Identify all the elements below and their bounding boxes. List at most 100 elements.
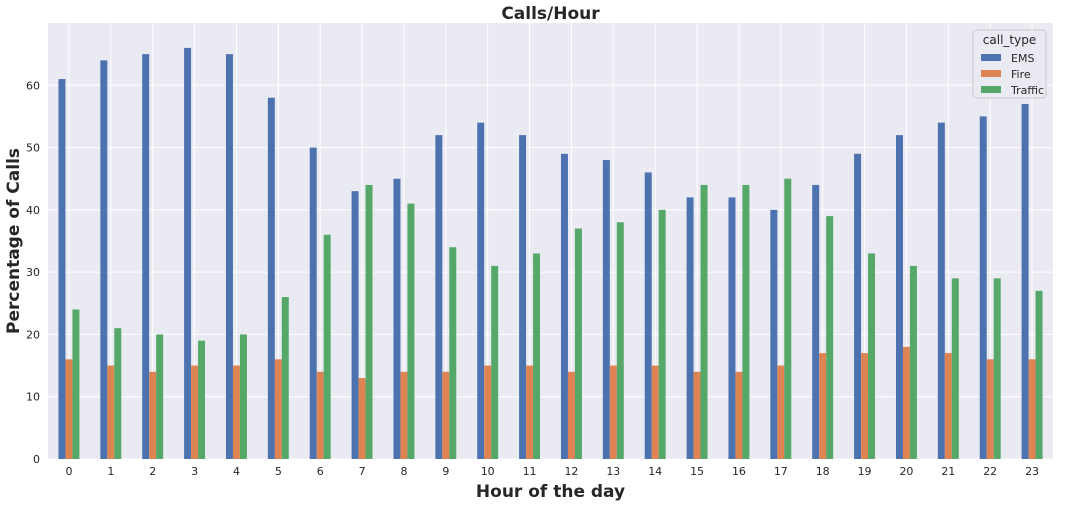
legend-swatch-fire	[981, 70, 1001, 77]
bar-ems-5	[267, 97, 275, 459]
bar-fire-0	[65, 359, 73, 459]
x-tick-label: 10	[481, 465, 495, 478]
y-tick-label: 20	[26, 328, 40, 341]
bar-traffic-1	[114, 328, 122, 459]
bar-traffic-9	[449, 247, 457, 459]
x-tick-label: 5	[275, 465, 282, 478]
bar-traffic-19	[868, 253, 876, 459]
bar-fire-4	[232, 365, 240, 459]
x-tick-label: 3	[191, 465, 198, 478]
bar-ems-0	[58, 79, 66, 460]
x-tick-label: 9	[442, 465, 449, 478]
x-tick-label: 6	[317, 465, 324, 478]
bar-traffic-5	[281, 297, 289, 459]
bar-traffic-3	[198, 340, 206, 459]
bar-ems-9	[435, 135, 443, 459]
bar-ems-16	[728, 197, 736, 459]
bar-fire-7	[358, 378, 366, 459]
bar-ems-7	[351, 191, 359, 459]
bar-fire-2	[149, 371, 157, 459]
x-tick-label: 19	[858, 465, 872, 478]
bar-ems-18	[812, 184, 820, 459]
x-tick-label: 12	[564, 465, 578, 478]
legend-title: call_type	[983, 33, 1036, 47]
bar-fire-12	[567, 371, 575, 459]
x-tick-label: 18	[816, 465, 830, 478]
bar-fire-11	[526, 365, 534, 459]
bar-fire-16	[735, 371, 743, 459]
bar-ems-14	[644, 172, 652, 459]
bar-fire-14	[651, 365, 659, 459]
bar-ems-15	[686, 197, 694, 459]
legend-label-fire: Fire	[1011, 68, 1031, 81]
x-tick-label: 22	[983, 465, 997, 478]
x-tick-label: 0	[65, 465, 72, 478]
bar-fire-18	[819, 353, 827, 459]
x-tick-label: 4	[233, 465, 240, 478]
legend-label-traffic: Traffic	[1010, 84, 1044, 97]
bar-traffic-7	[365, 184, 373, 459]
bar-fire-8	[400, 371, 408, 459]
bar-ems-19	[854, 153, 862, 460]
bar-traffic-23	[1035, 290, 1043, 459]
bar-traffic-2	[156, 334, 164, 459]
bar-fire-3	[191, 365, 199, 459]
bar-fire-19	[861, 353, 869, 459]
bar-fire-13	[609, 365, 617, 459]
legend: call_type EMS Fire Traffic	[972, 29, 1047, 99]
bar-ems-22	[979, 116, 987, 459]
bars-group	[58, 47, 1043, 460]
bar-ems-11	[519, 135, 527, 459]
bar-traffic-10	[491, 265, 499, 459]
bar-traffic-11	[533, 253, 541, 459]
x-tick-label: 11	[523, 465, 537, 478]
y-tick-labels: 0 10 20 30 40 50 60	[26, 79, 40, 466]
bar-fire-17	[777, 365, 785, 459]
bar-ems-3	[184, 47, 192, 460]
bar-fire-15	[693, 371, 701, 459]
bar-fire-20	[902, 346, 910, 459]
bar-ems-6	[309, 147, 317, 460]
x-tick-label: 15	[690, 465, 704, 478]
bar-fire-22	[986, 359, 994, 459]
x-tick-label: 14	[648, 465, 662, 478]
y-tick-label: 50	[26, 142, 40, 155]
x-tick-label: 21	[941, 465, 955, 478]
bar-fire-5	[274, 359, 282, 459]
x-tick-label: 2	[149, 465, 156, 478]
chart-title: Calls/Hour	[501, 4, 600, 24]
y-tick-label: 10	[26, 391, 40, 404]
bar-traffic-20	[909, 265, 917, 459]
x-tick-label: 20	[899, 465, 913, 478]
x-tick-label: 13	[606, 465, 620, 478]
bar-ems-20	[895, 135, 903, 459]
bar-traffic-14	[658, 209, 666, 459]
y-axis-label: Percentage of Calls	[4, 148, 24, 334]
bar-ems-12	[560, 153, 568, 460]
plot-area	[48, 23, 1053, 459]
bar-traffic-22	[993, 278, 1001, 459]
bar-traffic-6	[323, 234, 331, 459]
x-tick-label: 8	[400, 465, 407, 478]
bar-traffic-4	[239, 334, 247, 459]
y-tick-label: 60	[26, 79, 40, 92]
bar-traffic-12	[574, 228, 582, 459]
bar-traffic-0	[72, 309, 80, 459]
bar-ems-2	[142, 54, 150, 460]
x-tick-label: 17	[774, 465, 788, 478]
bar-ems-10	[477, 122, 485, 460]
bar-ems-8	[393, 178, 401, 459]
bar-ems-13	[602, 160, 610, 459]
bar-ems-23	[1021, 103, 1029, 459]
bar-traffic-16	[742, 184, 750, 459]
bar-ems-4	[225, 54, 233, 460]
x-tick-label: 7	[359, 465, 366, 478]
bar-fire-21	[944, 353, 952, 459]
bar-traffic-17	[784, 178, 792, 459]
bar-ems-21	[937, 122, 945, 460]
bar-traffic-13	[616, 222, 624, 459]
bar-traffic-18	[826, 216, 834, 459]
bar-traffic-21	[951, 278, 959, 459]
x-tick-label: 23	[1025, 465, 1039, 478]
x-tick-label: 16	[732, 465, 746, 478]
